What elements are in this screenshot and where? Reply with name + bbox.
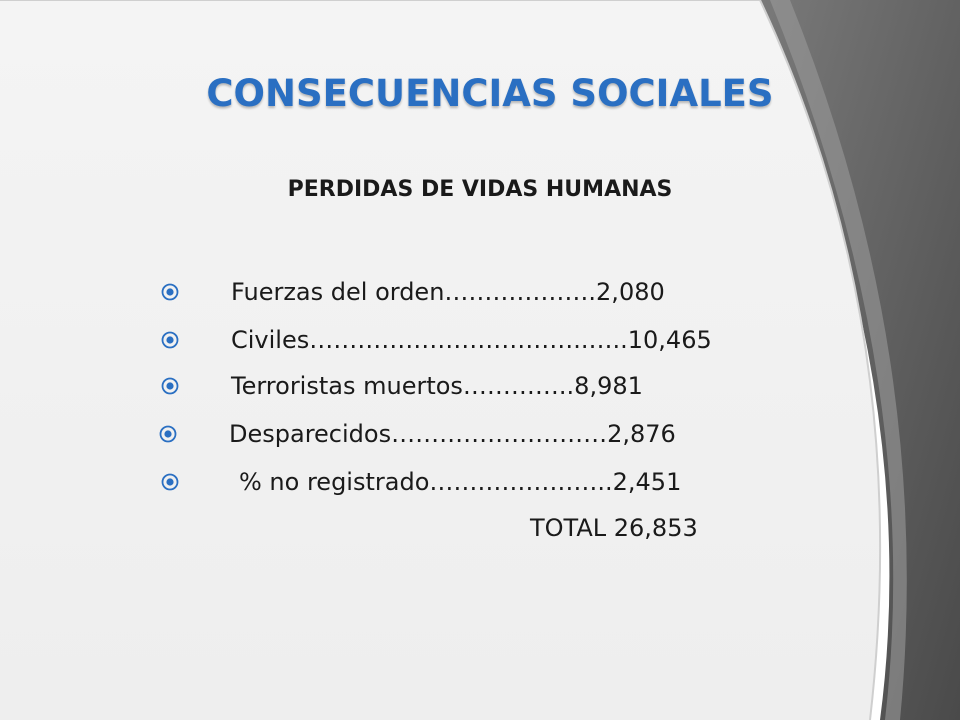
list-item-text: Fuerzas del orden……………….2,080 — [231, 278, 665, 306]
list-item-text: Terroristas muertos…………..8,981 — [231, 372, 643, 400]
list-item-text: % no registrado…………………..2,451 — [239, 468, 682, 496]
list-item: Civiles……………………………..…..10,465 — [0, 320, 960, 360]
slide-title: Consecuencias sociales — [206, 72, 774, 115]
list-item-text: Civiles……………………………..…..10,465 — [231, 326, 712, 354]
circled-dot-icon — [161, 377, 179, 395]
total-label: TOTAL 26,853 — [530, 514, 698, 542]
list-item: Terroristas muertos…………..8,981 — [0, 366, 960, 406]
circled-dot-icon — [159, 425, 177, 443]
list-item: Desparecidos………………………2,876 — [0, 414, 960, 454]
list-item-text: Desparecidos………………………2,876 — [229, 420, 676, 448]
circled-dot-icon — [161, 283, 179, 301]
slide-subtitle: PERDIDAS DE VIDAS HUMANAS — [287, 177, 673, 202]
circled-dot-icon — [161, 473, 179, 491]
circled-dot-icon — [161, 331, 179, 349]
list-item: % no registrado…………………..2,451 — [0, 462, 960, 502]
list-item: Fuerzas del orden……………….2,080 — [0, 272, 960, 312]
